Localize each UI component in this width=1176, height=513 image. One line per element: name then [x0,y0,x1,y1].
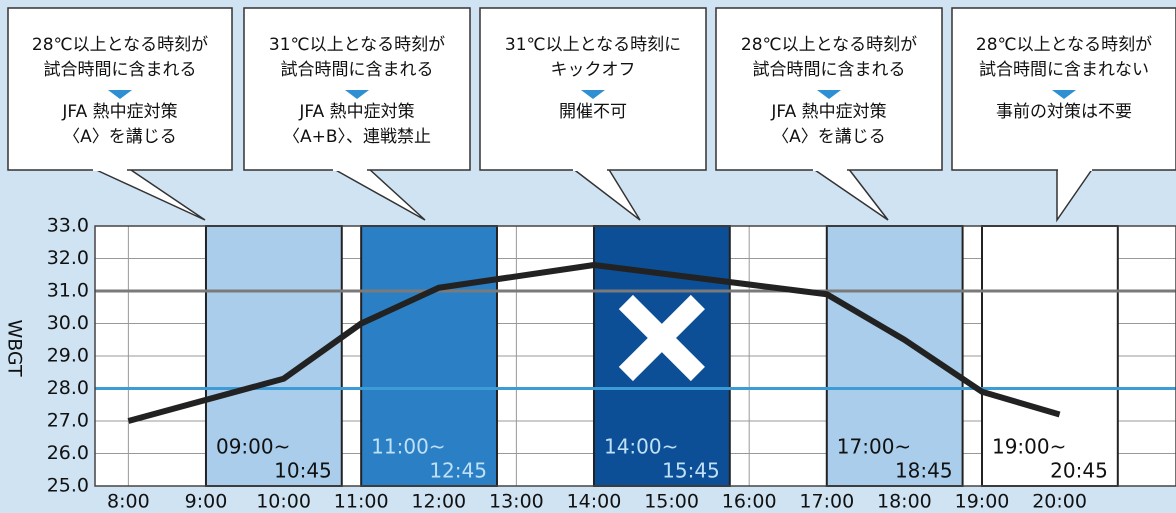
wbgt-line [127,262,1061,424]
callout-action: 〈A+B〉、連戦禁止 [283,127,431,147]
callout-action: 開催不可 [559,102,627,122]
window-start-label: 14:00~ [604,435,678,459]
y-tick-label: 30.0 [47,312,89,334]
x-tick-label: 18:00 [877,491,932,513]
callout-arrow [345,90,369,99]
window-end-label: 18:45 [895,459,953,483]
match-window [825,225,964,487]
window-end-label: 10:45 [274,459,332,483]
callout-tail [571,167,641,221]
y-tick-label: 26.0 [47,442,89,464]
callout-condition: 試合時間に含まれる [44,60,197,80]
tail-cover [333,166,367,171]
window-start-label: 09:00~ [216,435,290,459]
y-tick-label: 31.0 [47,280,89,302]
y-tick-label: 33.0 [47,215,89,237]
window-end-label: 20:45 [1050,459,1108,483]
tail-cover [1058,166,1092,171]
callout-condition: 28℃以上となる時刻が [976,35,1152,55]
callout-condition: 28℃以上となる時刻が [741,35,917,55]
callout-arrow [1052,90,1076,99]
tail-cover [573,166,607,171]
x-tick-label: 10:00 [256,491,311,513]
callout-tail [91,167,206,221]
callout-arrow [108,90,132,99]
callout-condition: 試合時間に含まれる [281,60,434,80]
window-start-label: 17:00~ [837,435,911,459]
callout-action: 事前の対策は不要 [996,102,1132,122]
y-tick-label: 27.0 [47,410,89,432]
callout-tail [1056,167,1094,223]
plot-border [94,225,1176,487]
callout-box [951,7,1176,171]
x-tick-label: 14:00 [567,491,622,513]
match-window [980,225,1119,487]
x-tick-label: 17:00 [799,491,854,513]
x-tick-label: 15:00 [644,491,699,513]
window-start-label: 11:00~ [371,435,445,459]
x-tick-label: 11:00 [334,491,389,513]
tail-cover [813,166,847,171]
x-tick-label: 8:00 [107,491,150,513]
x-tick-label: 20:00 [1032,491,1087,513]
window-start-label: 19:00~ [992,435,1066,459]
window-end-label: 12:45 [429,459,487,483]
x-tick-label: 12:00 [411,491,466,513]
callout-arrow [581,90,605,99]
cross-icon [618,294,705,382]
callout-condition: 試合時間に含まれる [753,60,906,80]
callout-box [479,7,707,171]
callout-tail [811,167,889,221]
callout-box [243,7,471,171]
callout-condition: キックオフ [551,60,636,80]
callout-condition: 試合時間に含まれない [979,60,1149,80]
callout-condition: 28℃以上となる時刻が [32,35,208,55]
callout-tail [331,167,426,221]
x-tick-label: 9:00 [185,491,228,513]
callout-condition: 31℃以上となる時刻に [505,35,681,55]
callout-action: 〈A〉を講じる [63,127,177,147]
callout-action: JFA 熱中症対策 [61,102,177,122]
callout-arrow [817,90,841,99]
x-tick-label: 19:00 [955,491,1010,513]
y-tick-label: 28.0 [47,377,89,399]
window-end-label: 15:45 [662,459,720,483]
callout-condition: 31℃以上となる時刻が [269,35,445,55]
y-axis-label: WBGT [4,319,26,377]
callout-action: 〈A〉を講じる [772,127,886,147]
tail-cover [93,166,127,171]
y-tick-label: 32.0 [47,247,89,269]
callout-action: JFA 熱中症対策 [298,102,414,122]
y-tick-label: 29.0 [47,345,89,367]
x-tick-label: 13:00 [489,491,544,513]
y-tick-label: 25.0 [47,475,89,497]
callout-box [715,7,943,171]
x-tick-label: 16:00 [722,491,777,513]
callout-box [7,7,233,171]
callout-action: JFA 熱中症対策 [770,102,886,122]
